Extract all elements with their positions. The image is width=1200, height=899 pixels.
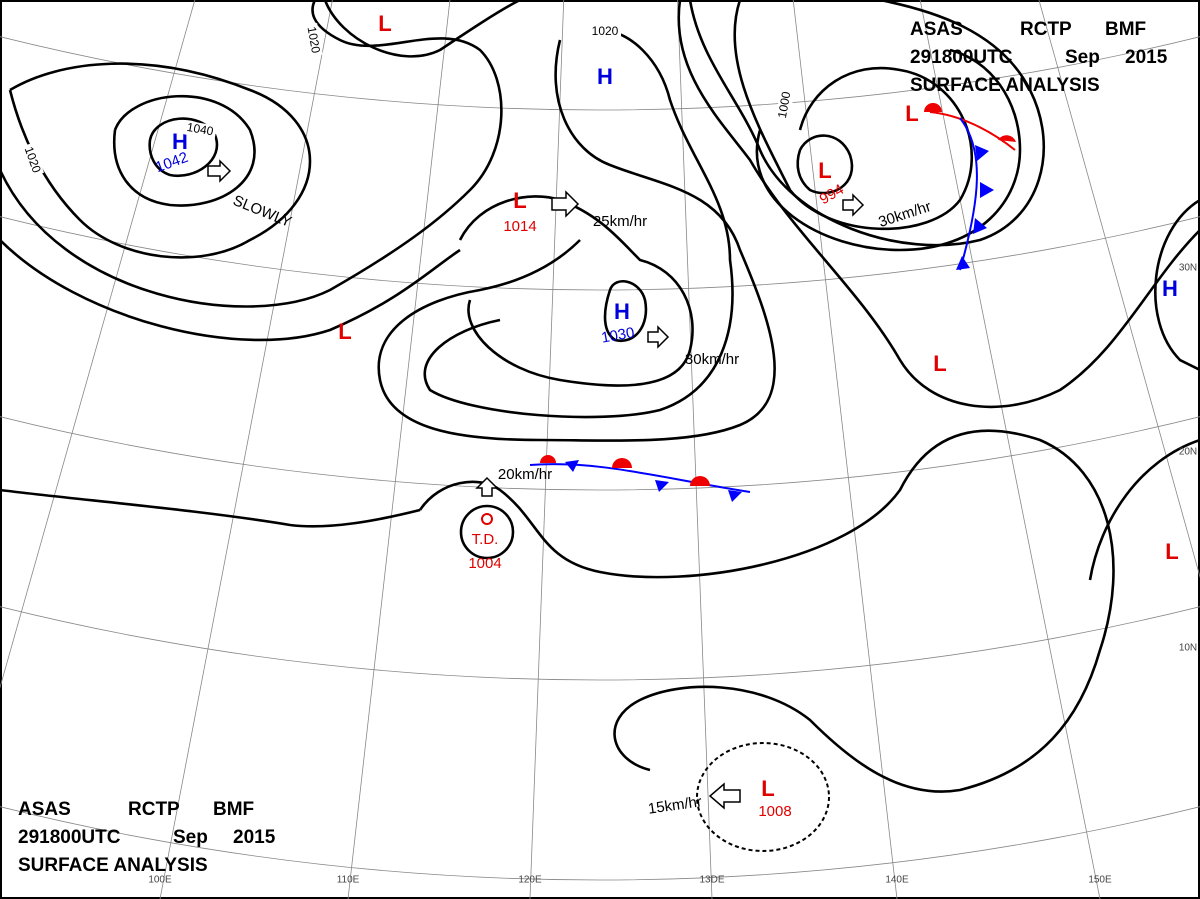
longitude-line: [677, 0, 713, 899]
header-text: SURFACE ANALYSIS: [18, 855, 208, 876]
isobar-label: 1020: [305, 25, 323, 54]
isobar: [323, 0, 521, 58]
arrow: [708, 782, 741, 810]
isobar: [148, 117, 219, 178]
header-text: 2015: [233, 827, 276, 848]
arrow: [207, 159, 232, 183]
isobar-label-bg: [303, 23, 323, 57]
arrow: [551, 190, 580, 218]
isobar: [0, 488, 421, 528]
header-text: Sep: [173, 827, 208, 848]
isobar: [8, 62, 312, 259]
movement-label: 25km/hr: [593, 213, 647, 230]
arrow: [475, 476, 499, 497]
isobar: [112, 94, 256, 207]
longitude-label: 13DE: [699, 875, 724, 886]
stationary-front: [529, 463, 751, 493]
system-label: L: [933, 351, 946, 376]
warm-symbols: [540, 455, 710, 486]
system-label: H: [614, 299, 630, 324]
system-label: L: [338, 319, 351, 344]
isobar: [459, 504, 515, 560]
isobar: [0, 0, 503, 308]
isobar: [603, 280, 648, 343]
isobar-dotted: [696, 742, 830, 852]
system-label: T.D.: [472, 531, 499, 548]
fronts: [529, 103, 1016, 502]
labels: ASAS RCTP BMF 291800UTC Sep 2015 SURFACE ANALY…: [18, 11, 1197, 886]
central-pressure: 1014: [503, 218, 536, 235]
system-label: H: [1162, 276, 1178, 301]
isobar-label-bg: [19, 142, 45, 178]
header-text: 2015: [1125, 47, 1168, 68]
isobar-label-bg: [775, 88, 795, 122]
header-text: BMF: [213, 799, 254, 820]
isobar-label: 1000: [775, 90, 793, 119]
system-label: L: [761, 776, 774, 801]
latitude-label: 20N: [1179, 447, 1197, 458]
isobar: [733, 0, 974, 231]
arrow: [647, 325, 670, 349]
isobar-label-bg: [589, 25, 621, 39]
system-label: L: [513, 188, 526, 213]
isobar: [688, 0, 1046, 247]
movement-label: 20km/hr: [498, 466, 552, 483]
isobar-label: 1040: [186, 120, 215, 138]
isobar: [0, 239, 461, 342]
arrow: [842, 193, 865, 217]
warm-front: [929, 111, 1016, 151]
header-text: SURFACE ANALYSIS: [910, 75, 1100, 96]
central-pressure: 1008: [758, 803, 791, 820]
movement-label: 30km/hr: [685, 351, 739, 368]
isobar: [1154, 198, 1200, 372]
td-symbol: [481, 513, 493, 525]
header-text: ASAS: [910, 19, 963, 40]
longitude-line: [347, 0, 451, 899]
header-text: RCTP: [128, 799, 180, 820]
isobar-label: 1020: [592, 24, 619, 38]
system-label: L: [818, 158, 831, 183]
system-label: H: [597, 64, 613, 89]
isobar-label-bg: [183, 120, 217, 140]
header-text: RCTP: [1020, 19, 1072, 40]
longitude-label: 150E: [1088, 875, 1112, 886]
longitude-label: 100E: [148, 875, 172, 886]
longitude-line: [1038, 0, 1200, 579]
isobar: [423, 28, 734, 419]
warm-symbols: [924, 103, 1016, 142]
header-text: 291800UTC: [18, 827, 121, 848]
longitude-line: [529, 0, 565, 899]
isobar: [796, 134, 854, 195]
longitude-label: 140E: [885, 875, 909, 886]
header-text: BMF: [1105, 19, 1146, 40]
longitude-line: [919, 0, 1101, 899]
isobar: [458, 195, 694, 387]
longitude-line: [792, 0, 898, 899]
cold-front: [959, 117, 978, 271]
isobar: [418, 429, 1115, 793]
central-pressure: 1030: [600, 324, 636, 347]
header-text: ASAS: [18, 799, 71, 820]
longitude-label: 120E: [518, 875, 542, 886]
system-label: L: [905, 101, 918, 126]
isobar: [377, 39, 776, 442]
isobar: [1088, 438, 1200, 581]
longitude-label: 110E: [337, 875, 360, 886]
header-text: Sep: [1065, 47, 1100, 68]
system-label: H: [172, 129, 188, 154]
latitude-label: 10N: [1179, 643, 1197, 654]
header-text: 291800UTC: [910, 47, 1013, 68]
isobar: [677, 0, 1200, 409]
central-pressure: 1004: [468, 555, 501, 572]
system-label: L: [1165, 539, 1178, 564]
longitude-line: [0, 0, 196, 689]
movement-arrows: [207, 159, 865, 810]
isobars: [0, 0, 1200, 852]
system-label: L: [378, 11, 391, 36]
longitude-line: [159, 0, 333, 899]
latitude-label: 30N: [1179, 263, 1197, 274]
